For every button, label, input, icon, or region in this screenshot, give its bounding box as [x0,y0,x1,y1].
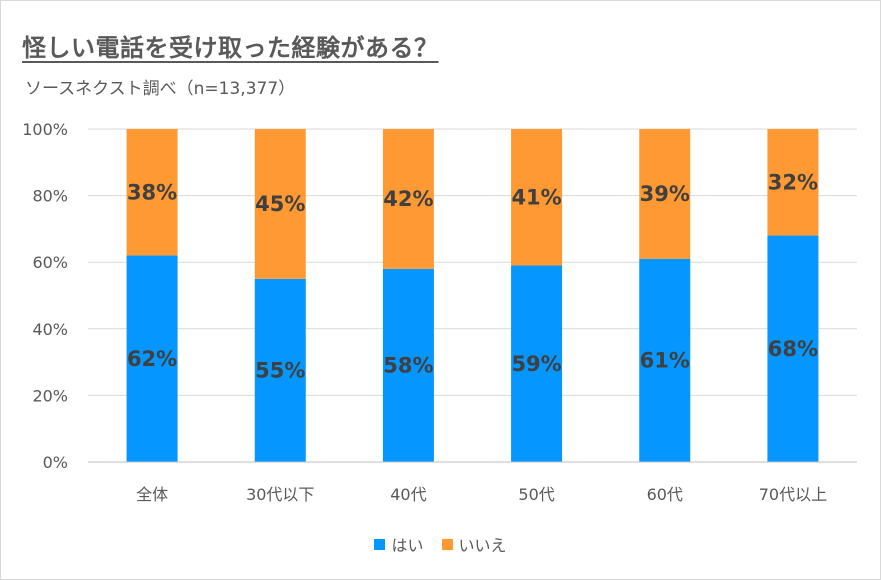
bar-segment-no [767,129,819,236]
x-category-label: 全体 [136,485,168,504]
bar-segment-yes [126,255,178,462]
legend-item-yes: はい [374,532,424,556]
data-label: 38% [127,180,177,204]
legend-label-no: いいえ [458,536,507,555]
x-category-label: 30代以下 [246,485,314,504]
chart-subtitle: ソースネクスト調べ（n=13,377） [25,79,296,99]
bar-segment-no [511,129,563,266]
legend: はい いいえ [0,532,881,556]
y-tick-label: 0% [43,453,68,472]
x-category-label: 60代 [647,485,683,504]
y-tick-label: 80% [32,187,68,206]
data-label: 62% [127,347,177,371]
x-category-label: 40代 [390,485,426,504]
data-label: 61% [640,348,690,372]
x-category-label: 70代以上 [759,485,827,504]
data-label: 58% [383,353,433,377]
data-label: 42% [383,187,433,211]
legend-swatch-yes [374,538,386,550]
data-label: 45% [255,192,305,216]
bar-segment-no [126,129,178,256]
y-tick-label: 20% [32,386,68,405]
legend-swatch-no [441,538,453,550]
data-label: 32% [768,170,818,194]
bar-segment-no [254,129,306,279]
bar-segment-yes [767,235,819,462]
legend-item-no: いいえ [441,532,507,556]
data-label: 39% [640,182,690,206]
y-tick-label: 40% [32,320,68,339]
bar-segment-yes [639,258,691,462]
chart-title: 怪しい電話を受け取った経験がある？ [22,34,439,62]
data-label: 55% [255,358,305,382]
bar-segment-yes [382,268,434,462]
bar-segment-yes [511,265,563,462]
data-label: 59% [511,352,561,376]
bar-segment-no [639,129,691,259]
x-category-label: 50代 [518,485,554,504]
y-tick-label: 100% [22,120,68,139]
legend-label-yes: はい [391,536,424,555]
data-label: 41% [511,185,561,209]
data-label: 68% [768,337,818,361]
bar-segment-yes [254,278,306,462]
y-tick-label: 60% [32,253,68,272]
bar-segment-no [382,129,434,269]
